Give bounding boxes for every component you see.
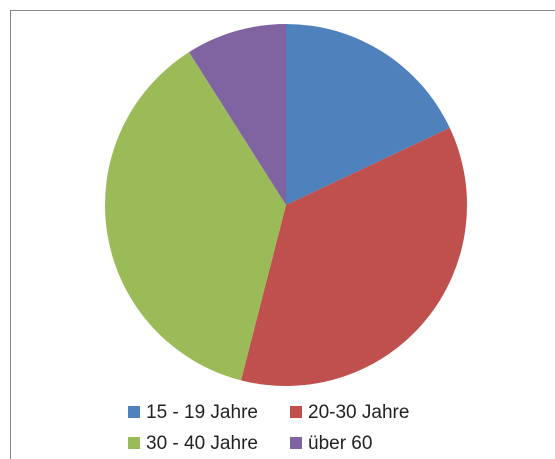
legend-swatch	[128, 437, 140, 449]
pie-slice	[105, 52, 287, 381]
legend-swatch	[290, 406, 302, 418]
legend-label: 15 - 19 Jahre	[146, 402, 258, 423]
pie-slice	[286, 24, 450, 205]
legend-label: 20-30 Jahre	[308, 402, 409, 423]
pie-slice	[240, 127, 467, 386]
legend-label: 30 - 40 Jahre	[146, 433, 258, 454]
legend-swatch	[128, 406, 140, 418]
pie-slice	[189, 24, 286, 205]
legend-swatch	[290, 437, 302, 449]
legend-label: über 60	[308, 433, 372, 454]
